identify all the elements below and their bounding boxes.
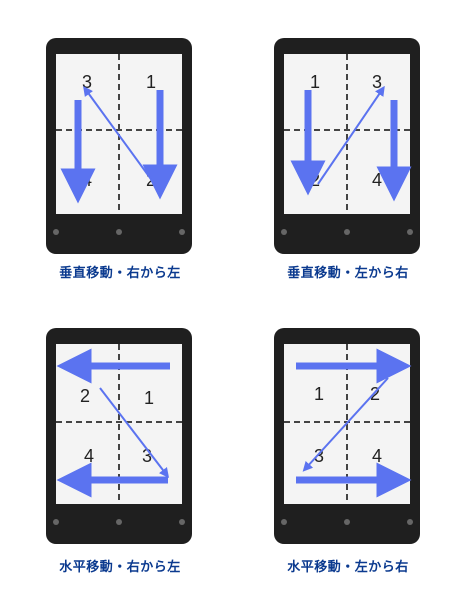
page-label-tl: 1 [310, 72, 320, 92]
arrow-diagonal [83, 85, 157, 187]
ereader-diagram: 2 1 4 3 [46, 328, 192, 544]
page-label-bl: 3 [314, 446, 324, 466]
caption: 垂直移動・左から右 [287, 266, 409, 281]
button-right [179, 519, 185, 525]
caption: 水平移動・右から左 [59, 560, 181, 575]
arrow-diagonal [317, 85, 385, 185]
page-label-br: 4 [372, 446, 382, 466]
button-right [407, 519, 413, 525]
page-label-bl: 2 [310, 170, 320, 190]
page-label-bl: 4 [82, 170, 92, 190]
page-label-br: 3 [142, 446, 152, 466]
panel-vertical-left-to-right: 1 3 2 4 垂直移動・左から右 [238, 10, 458, 300]
button-center [116, 519, 122, 525]
panel-horizontal-left-to-right: 1 2 3 4 水平移動・左から右 [238, 308, 458, 598]
page-label-tl: 1 [314, 384, 324, 404]
button-left [281, 519, 287, 525]
ereader-diagram: 3 1 4 2 [46, 38, 192, 254]
button-left [53, 519, 59, 525]
page-label-bl: 4 [84, 446, 94, 466]
page-label-tr: 2 [370, 384, 380, 404]
ereader-diagram: 1 2 3 4 [274, 328, 420, 544]
panel-horizontal-right-to-left: 2 1 4 3 水平移動・右から左 [10, 308, 230, 598]
button-left [281, 229, 287, 235]
arrow-diagonal [302, 377, 389, 472]
page-label-tr: 1 [146, 72, 156, 92]
page-label-br: 4 [372, 170, 382, 190]
caption: 垂直移動・右から左 [59, 266, 181, 281]
button-right [407, 229, 413, 235]
button-center [344, 229, 350, 235]
button-center [116, 229, 122, 235]
button-right [179, 229, 185, 235]
ereader-diagram: 1 3 2 4 [274, 38, 420, 254]
page-label-tl: 3 [82, 72, 92, 92]
arrow-diagonal [99, 387, 170, 478]
page-label-tr: 1 [144, 388, 154, 408]
button-left [53, 229, 59, 235]
caption: 水平移動・左から右 [287, 560, 409, 575]
panel-vertical-right-to-left: 3 1 4 2 垂直移動・右から左 [10, 10, 230, 300]
page-label-tl: 2 [80, 386, 90, 406]
button-center [344, 519, 350, 525]
page-label-tr: 3 [372, 72, 382, 92]
